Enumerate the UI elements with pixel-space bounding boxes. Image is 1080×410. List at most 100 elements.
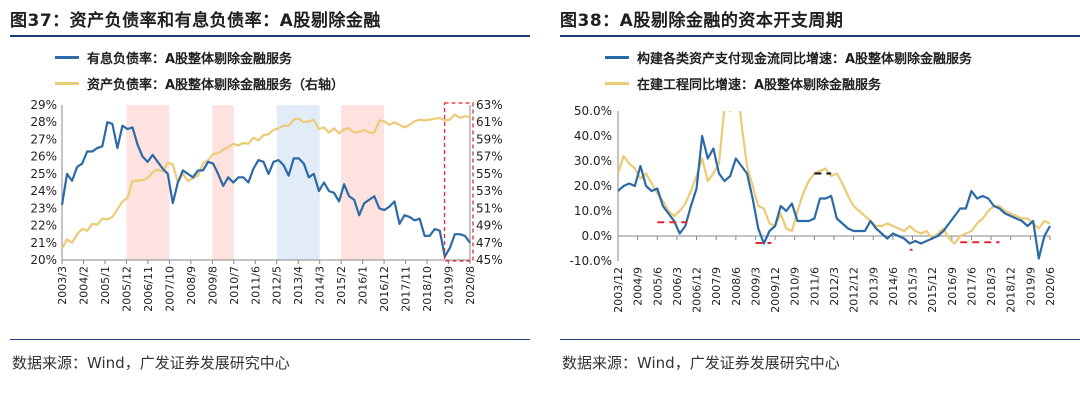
x-tick-label: 2005/12 [120,266,133,312]
y-tick-label: 50.0% [574,104,612,118]
x-tick-label: 2004/2 [77,266,90,305]
y-tick-label: 40.0% [574,129,612,143]
series-line-construction-in-progress [618,111,1051,245]
legend-swatch [55,56,79,59]
shaded-period [276,105,320,260]
x-tick-label: 2004/9 [632,267,645,306]
x-tick-label: 2019/9 [1024,267,1037,306]
data-source: 数据来源：Wind，广发证券发展研究中心 [12,354,290,372]
x-tick-label: 2012/3 [828,267,841,306]
x-tick-label: 2009/8 [206,266,219,305]
y-tick-label: 30.0% [574,154,612,168]
legend-swatch [605,56,629,59]
y-tick-label-left: 23% [30,201,57,215]
series-line-interest-debt-ratio [60,121,471,258]
y-tick-label-left: 25% [30,167,57,181]
x-tick-label: 2009/3 [749,267,762,306]
x-tick-label: 2012/12 [848,267,861,313]
data-source: 数据来源：Wind，广发证券发展研究中心 [562,354,840,372]
legend-label: 有息负债率：A股整体剔除金融服务 [87,52,293,67]
x-tick-label: 2008/6 [730,267,743,306]
x-tick-label: 2020/6 [1044,267,1057,306]
right-chart-panel: 图38：A股剔除金融的资本开支周期 构建各类资产支付现金流同比增速：A股整体剔除… [550,0,1080,410]
y-tick-label-left: 24% [30,184,57,198]
x-tick-label: 2007/9 [710,267,723,306]
x-tick-label: 2020/8 [464,266,477,305]
x-tick-label: 2011/6 [249,266,262,305]
x-tick-label: 2017/6 [965,267,978,306]
x-tick-label: 2006/3 [671,267,684,306]
legend-label: 资产负债率：A股整体剔除金融服务（右轴） [87,78,345,93]
y-tick-label-right: 57% [476,150,503,164]
y-tick-label-right: 45% [476,253,503,267]
x-tick-label: 2003/12 [612,267,625,313]
y-tick-label: -10.0% [570,254,612,268]
y-tick-label-left: 26% [30,150,57,164]
title-rule [10,35,530,37]
y-tick-label-left: 21% [30,236,57,250]
source-rule [10,339,530,340]
legend-item: 构建各类资产支付现金流同比增速：A股整体剔除金融服务 [605,48,972,67]
legend-item: 资产负债率：A股整体剔除金融服务（右轴） [55,74,344,93]
x-tick-label: 2018/3 [985,267,998,306]
x-tick-label: 2017/11 [400,266,413,312]
series-line-debt-ratio [61,113,471,250]
x-tick-label: 2008/9 [185,266,198,305]
x-tick-label: 2011/6 [808,267,821,306]
legend-swatch [605,82,629,85]
x-tick-label: 2019/9 [443,266,456,305]
y-tick-label-right: 51% [476,201,503,215]
x-tick-label: 2014/6 [887,267,900,306]
y-tick-label-right: 53% [476,184,503,198]
x-tick-label: 2016/12 [378,266,391,312]
x-tick-label: 2015/3 [907,267,920,306]
x-tick-label: 2013/9 [867,267,880,306]
source-rule [560,339,1080,340]
y-tick-label: 0.0% [582,229,613,243]
y-tick-label-right: 55% [476,167,503,181]
y-tick-label-left: 27% [30,132,57,146]
x-tick-label: 2012/5 [271,266,284,305]
chart-title: 图38：A股剔除金融的资本开支周期 [560,11,844,31]
y-tick-label-right: 61% [476,115,503,129]
x-tick-label: 2005/1 [99,266,112,305]
x-tick-label: 2016/9 [946,267,959,306]
x-tick-label: 2005/6 [651,267,664,306]
left-chart-panel: 图37：资产负债率和有息负债率：A股剔除金融 有息负债率：A股整体剔除金融服务 … [0,0,530,410]
legend-label: 构建各类资产支付现金流同比增速：A股整体剔除金融服务 [637,52,973,67]
title-rule [560,35,1080,37]
x-tick-label: 2018/12 [1005,267,1018,313]
legend-label: 在建工程同比增速：A股整体剔除金融服务 [637,78,882,93]
x-tick-label: 2007/10 [163,266,176,312]
shaded-period [212,105,234,260]
y-tick-label: 10.0% [574,204,612,218]
series-line-capex-cashflow [618,134,1051,260]
y-tick-label: 20.0% [574,179,612,193]
chart-plot: -10.0% 0.0% 10.0% 20.0% 30.0% 40.0% 50.0% 2003/… [570,104,1057,313]
legend-item: 在建工程同比增速：A股整体剔除金融服务 [605,74,881,93]
x-tick-label: 2013/4 [292,266,305,305]
x-tick-label: 2018/10 [421,266,434,312]
x-tick-label: 2010/7 [228,266,241,305]
y-tick-label-right: 47% [476,236,503,250]
x-tick-label: 2015/12 [926,267,939,313]
chart-title: 图37：资产负债率和有息负债率：A股剔除金融 [10,11,381,31]
x-tick-label: 2016/1 [357,266,370,305]
legend-item: 有息负债率：A股整体剔除金融服务 [55,48,292,67]
highlight-box [443,102,474,262]
y-tick-label-left: 20% [30,253,57,267]
y-tick-label-right: 59% [476,132,503,146]
y-tick-label-right: 63% [476,98,503,112]
x-tick-label: 2006/11 [142,266,155,312]
x-tick-label: 2006/12 [691,267,704,313]
x-tick-label: 2010/9 [789,267,802,306]
chart-plot: 20% 21% 22% 23% 24% 25% 26% 27% 28% 29% 45% 47% 49% 5… [30,98,503,312]
x-tick-label: 2014/3 [314,266,327,305]
legend-swatch [55,82,79,85]
y-tick-label-left: 28% [30,115,57,129]
y-tick-label-left: 29% [30,98,57,112]
y-tick-label-left: 22% [30,219,57,233]
y-tick-label-right: 49% [476,219,503,233]
x-tick-label: 2009/12 [769,267,782,313]
x-tick-label: 2003/3 [56,266,69,305]
